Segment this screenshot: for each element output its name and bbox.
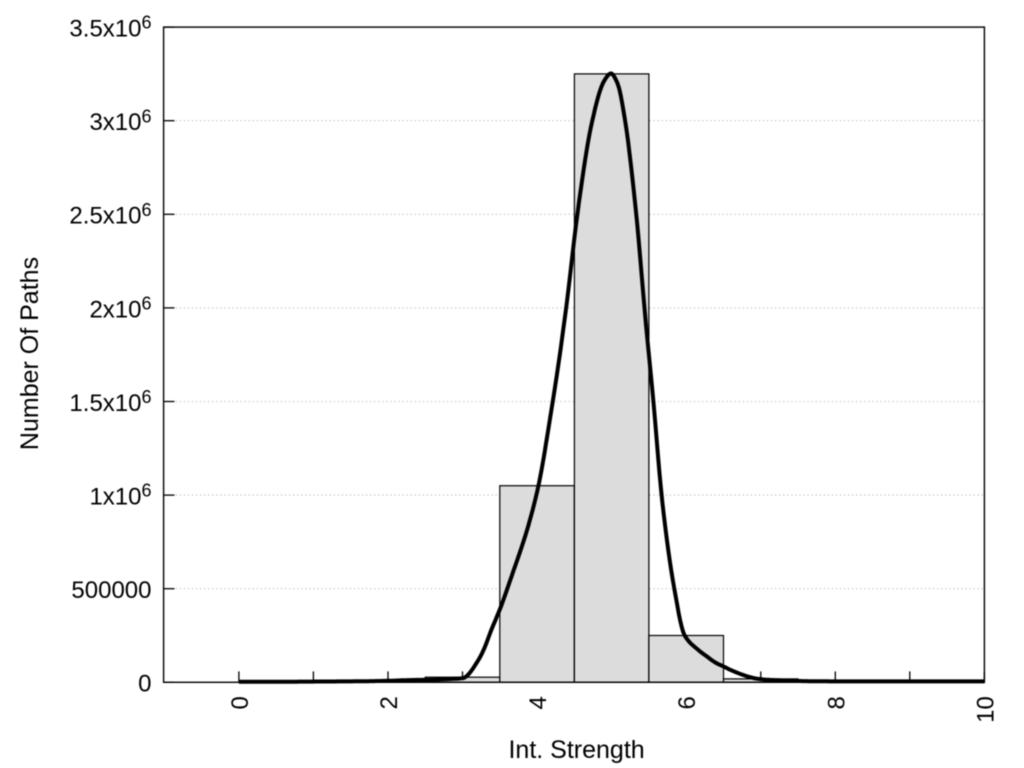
svg-text:0: 0	[138, 671, 151, 698]
svg-text:1x106: 1x106	[89, 481, 151, 511]
svg-text:2x106: 2x106	[89, 294, 151, 324]
svg-text:10: 10	[972, 696, 999, 723]
svg-text:Int. Strength: Int. Strength	[508, 736, 644, 764]
svg-text:0: 0	[227, 696, 254, 709]
svg-text:4: 4	[525, 696, 552, 709]
svg-text:2.5x106: 2.5x106	[69, 200, 151, 230]
svg-text:Number Of Paths: Number Of Paths	[16, 257, 44, 450]
svg-text:1.5x106: 1.5x106	[69, 387, 151, 417]
svg-text:6: 6	[674, 696, 701, 709]
svg-text:3.5x106: 3.5x106	[69, 13, 151, 43]
svg-text:3x106: 3x106	[89, 106, 151, 136]
svg-text:2: 2	[376, 696, 403, 709]
svg-text:8: 8	[823, 696, 850, 709]
svg-text:500000: 500000	[71, 577, 151, 604]
